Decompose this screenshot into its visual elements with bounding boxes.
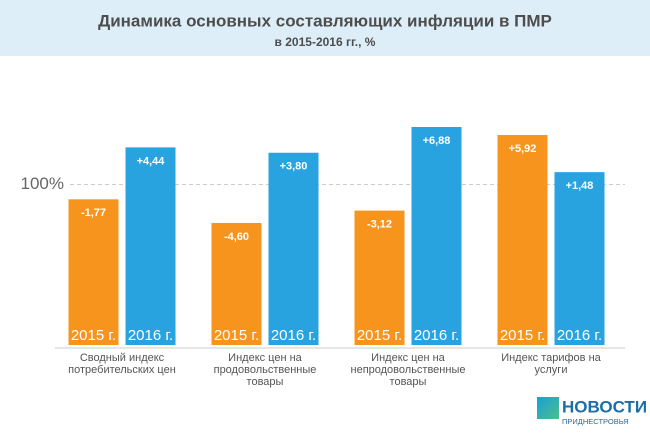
chart-subtitle: в 2015-2016 гг., % [275, 35, 376, 49]
series-label: 2016 г. [414, 327, 459, 344]
series-label: 2016 г. [128, 327, 173, 344]
value-label: -3,12 [367, 218, 392, 230]
series-label: 2015 г. [500, 327, 545, 344]
logo-icon [537, 397, 559, 419]
x-tick-label: Индекс цен на продовольственные товары [213, 352, 317, 388]
bar [211, 222, 262, 345]
bar [411, 127, 462, 345]
bar [497, 135, 548, 345]
series-label: 2015 г. [214, 327, 259, 344]
x-tick-label: Индекс тарифов на услуги [501, 352, 601, 376]
value-label: +3,80 [280, 161, 308, 173]
logo-text: НОВОСТИ [562, 397, 647, 416]
value-label: +1,48 [566, 180, 594, 192]
bar [125, 147, 176, 345]
logo-subtext: ПРИДНЕСТРОВЬЯ [562, 417, 629, 426]
value-label: +6,88 [423, 135, 451, 147]
y-tick-label: 100% [21, 174, 64, 193]
header-band [0, 0, 650, 56]
series-label: 2015 г. [357, 327, 402, 344]
value-label: -1,77 [81, 207, 106, 219]
series-label: 2016 г. [557, 327, 602, 344]
series-label: 2016 г. [271, 327, 316, 344]
bar [354, 210, 405, 345]
value-label: +5,92 [509, 143, 537, 155]
chart-title: Динамика основных составляющих инфляции … [98, 11, 552, 30]
value-label: +4,44 [137, 155, 166, 167]
value-label: -4,60 [224, 231, 249, 243]
bar [268, 152, 319, 345]
x-tick-label: Сводный индекс потребительских цен [68, 352, 176, 376]
bar [554, 172, 605, 345]
series-label: 2015 г. [71, 327, 116, 344]
bar [68, 199, 119, 345]
x-tick-label: Индекс цен на непродовольственные товары [350, 352, 466, 388]
